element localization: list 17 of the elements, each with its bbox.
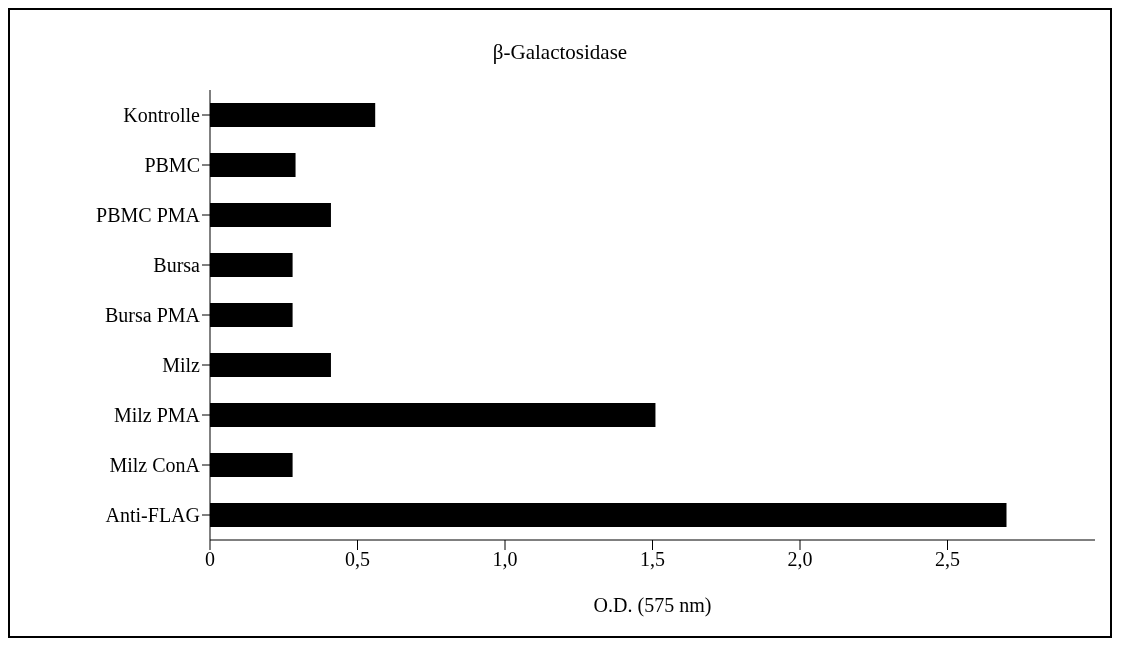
y-tick-label: Milz [162,354,201,377]
x-tick-label: 0 [205,548,215,571]
y-tick-label: Kontrolle [123,104,201,127]
y-tick-label: PBMC PMA [96,204,201,227]
y-tick-label: PBMC [144,154,200,177]
chart-title: β-Galactosidase [491,39,629,66]
x-tick-label: 2,5 [935,548,960,571]
y-tick-label: Milz ConA [109,454,201,477]
x-axis-title: O.D. (575 nm) [593,594,712,617]
x-tick-label: 1,5 [640,548,665,571]
y-tick-label: Anti-FLAG [105,504,200,527]
y-tick-label: Bursa PMA [104,304,201,327]
x-tick-label: 0,5 [345,548,370,571]
x-tick-label: 2,0 [787,548,813,571]
x-tick-label: 1,0 [492,548,518,571]
y-tick-label: Bursa [153,254,201,277]
y-tick-label: Milz PMA [113,404,201,427]
